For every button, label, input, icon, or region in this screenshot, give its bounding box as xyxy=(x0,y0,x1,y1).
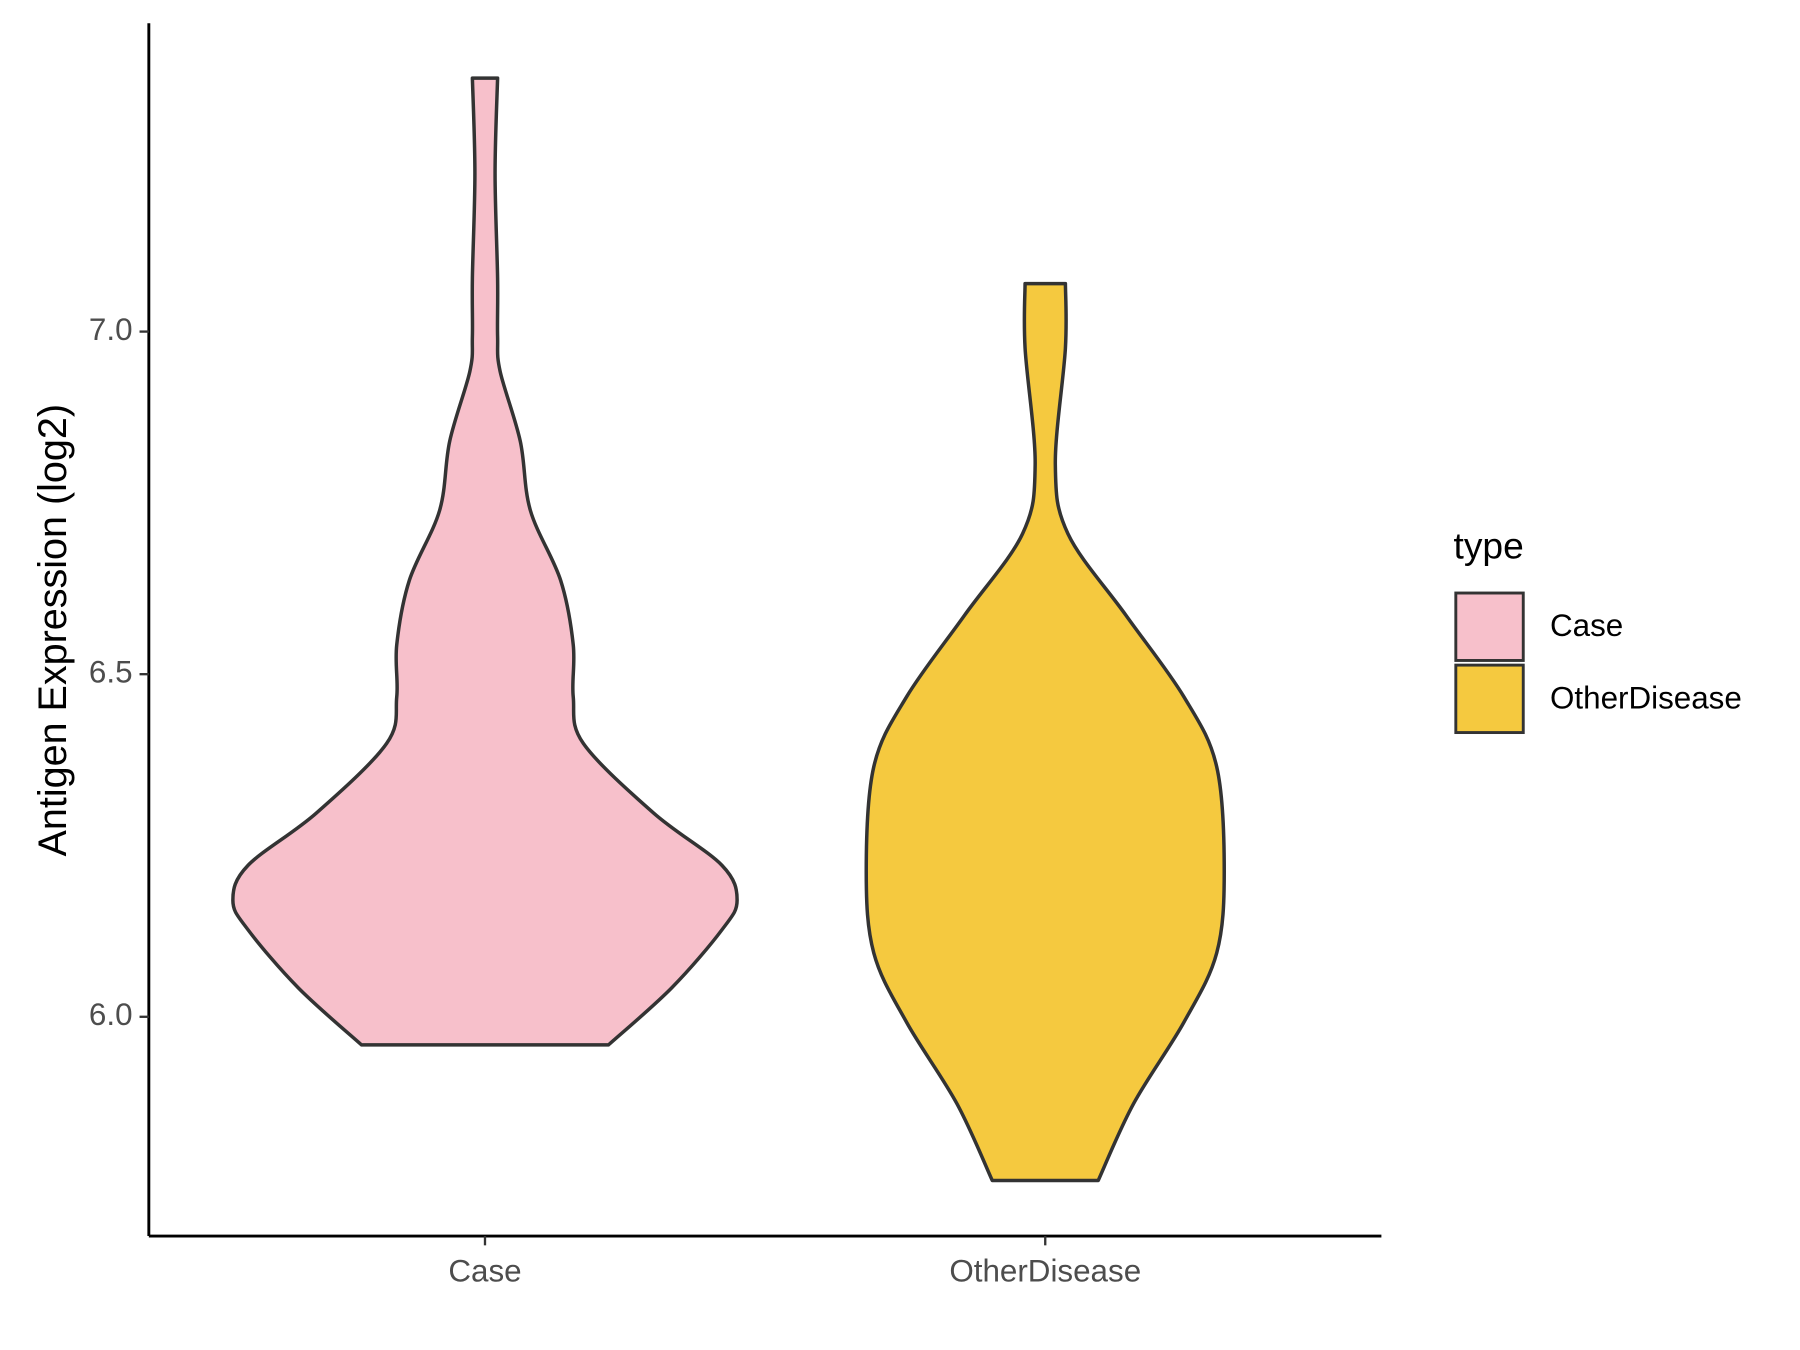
y-axis-title: Antigen Expression (log2) xyxy=(31,404,75,856)
legend-swatch xyxy=(1454,663,1525,735)
x-tick-label: Case xyxy=(448,1254,521,1289)
legend-title: type xyxy=(1453,525,1523,567)
legend-label: OtherDisease xyxy=(1550,680,1742,715)
violin xyxy=(231,76,739,1047)
y-tick-label: 6.5 xyxy=(89,654,133,689)
y-tick-label: 6.0 xyxy=(89,997,133,1032)
violin xyxy=(864,281,1226,1183)
y-tick-label: 7.0 xyxy=(89,312,133,347)
legend-swatch xyxy=(1454,591,1525,662)
x-tick-label: OtherDisease xyxy=(949,1254,1141,1289)
legend-label: Case xyxy=(1550,608,1623,643)
